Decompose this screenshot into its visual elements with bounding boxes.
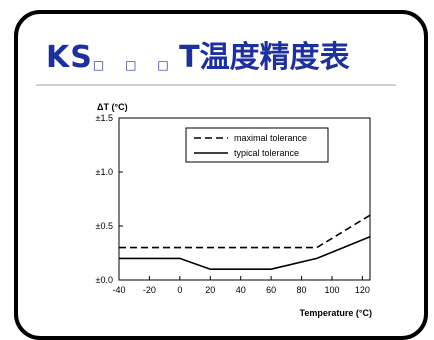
page-title: KS□ □ □ T温度精度表 — [46, 36, 350, 80]
x-axis-label: Temperature (°C) — [300, 308, 372, 318]
x-tick-label: 120 — [355, 285, 370, 295]
series-line-maximal — [119, 214, 371, 249]
title-tail: T温度精度表 — [179, 40, 350, 75]
title-glyph-3: □ — [157, 58, 169, 72]
axis-ticks: ±0.0 ±0.5 ±1.0 ±1.5 -40 -20 0 20 40 60 80 100 120 — [96, 113, 370, 295]
chart-legend: maximal tolerance typical tolerance — [185, 127, 329, 163]
y-tick-label: ±0.5 — [96, 221, 113, 231]
series-layer — [119, 214, 371, 271]
x-tick-label: 0 — [177, 285, 182, 295]
legend-box — [185, 127, 329, 163]
title-lead: KS — [46, 40, 93, 75]
title-glyph-1: □ — [92, 58, 105, 72]
title-glyph-2: □ — [125, 58, 137, 72]
x-tick-label: 40 — [236, 285, 246, 295]
y-axis-label: ΔT (°C) — [97, 102, 128, 112]
x-tick-label: -20 — [143, 285, 156, 295]
x-tick-label: 20 — [205, 285, 215, 295]
y-tick-label: ±1.5 — [96, 113, 113, 123]
legend-label: maximal tolerance — [234, 133, 307, 143]
y-tick-label: ±0.0 — [96, 275, 113, 285]
plot-area — [118, 117, 371, 281]
y-tick-label: ±1.0 — [96, 167, 113, 177]
x-tick-label: 100 — [324, 285, 339, 295]
x-tick-label: 80 — [297, 285, 307, 295]
slide: KS□ □ □ T温度精度表 ±0.0 ±0.5 ±1.0 ±1.5 -40 -20 0 20… — [14, 10, 428, 340]
plot-border — [118, 117, 371, 281]
x-tick-label: 60 — [266, 285, 276, 295]
title-divider — [36, 84, 396, 86]
tolerance-chart: ±0.0 ±0.5 ±1.0 ±1.5 -40 -20 0 20 40 60 80 100 120 ma… — [96, 102, 372, 318]
series-line-typical — [119, 236, 371, 271]
x-tick-label: -40 — [112, 285, 125, 295]
legend-label: typical tolerance — [234, 148, 299, 158]
slide-frame — [14, 10, 428, 340]
